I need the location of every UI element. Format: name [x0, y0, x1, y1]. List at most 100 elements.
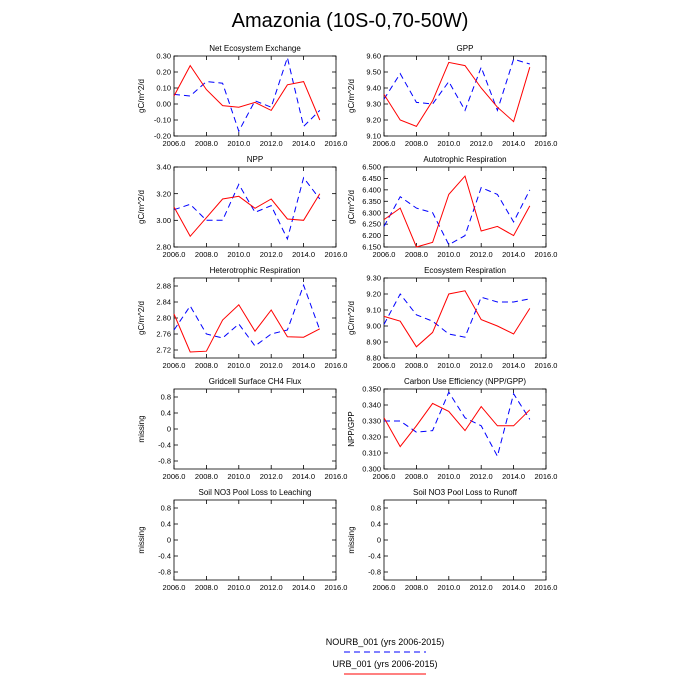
x-tick-label: 2010.0: [437, 139, 460, 148]
x-tick-label: 2016.0: [325, 583, 348, 592]
y-axis-label: missing: [347, 526, 356, 553]
x-tick-label: 2008.0: [405, 361, 428, 370]
x-tick-label: 2006.0: [163, 583, 186, 592]
x-tick-label: 2006.0: [163, 361, 186, 370]
y-tick-label: 6.250: [362, 220, 381, 229]
y-tick-label: 0.00: [156, 100, 171, 109]
panel-title: Soil NO3 Pool Loss to Leaching: [199, 488, 312, 497]
y-tick-label: -0.8: [158, 568, 171, 577]
series-line-nourb: [173, 176, 321, 241]
plot-frame: [383, 388, 547, 470]
y-tick-label: 9.30: [366, 100, 381, 109]
x-tick-label: 2010.0: [227, 250, 250, 259]
x-tick-label: 2016.0: [535, 361, 558, 370]
y-tick-label: 2.84: [156, 298, 171, 307]
y-tick-label: 6.400: [362, 185, 381, 194]
y-tick-label: 0.350: [362, 385, 381, 394]
y-tick-label: 9.00: [366, 322, 381, 331]
y-tick-label: 0: [167, 536, 171, 545]
plot-frame: [383, 499, 547, 581]
series-line-urb: [173, 64, 321, 121]
plot-frame: [173, 499, 337, 581]
y-tick-label: 2.88: [156, 282, 171, 291]
y-tick-label: 2.76: [156, 330, 171, 339]
x-tick-label: 2014.0: [292, 472, 315, 481]
y-tick-label: 0.4: [161, 409, 171, 418]
y-tick-label: 3.00: [156, 216, 171, 225]
y-tick-label: 2.80: [156, 243, 171, 252]
series-line-nourb: [383, 293, 530, 338]
y-tick-label: 2.80: [156, 314, 171, 323]
x-tick-label: 2010.0: [437, 361, 460, 370]
chart-panel-9: Soil NO3 Pool Loss to Runoff 2006.0 2008.0…: [347, 488, 557, 592]
y-tick-label: 8.90: [366, 338, 381, 347]
x-tick-label: 2008.0: [195, 583, 218, 592]
y-tick-label: 9.20: [366, 116, 381, 125]
panel-title: Autotrophic Respiration: [423, 155, 506, 164]
x-tick-label: 2008.0: [405, 472, 428, 481]
y-tick-label: -0.8: [158, 457, 171, 466]
panel-title: GPP: [457, 44, 474, 53]
series-line-urb: [173, 304, 321, 353]
y-tick-label: 9.40: [366, 84, 381, 93]
x-tick-label: 2010.0: [437, 250, 460, 259]
y-tick-label: 9.30: [366, 274, 381, 283]
plot-frame: [173, 277, 337, 359]
x-tick-label: 2016.0: [535, 583, 558, 592]
x-tick-label: 2008.0: [405, 583, 428, 592]
y-axis-label: gC/m^2/d: [347, 190, 356, 224]
series-line-nourb: [383, 186, 531, 246]
x-tick-label: 2012.0: [260, 472, 283, 481]
plot-frame: [383, 277, 547, 359]
y-axis-label: NPP/GPP: [347, 411, 356, 447]
figure-title: Amazonia (10S-0,70-50W): [232, 10, 469, 32]
x-tick-label: 2012.0: [470, 472, 493, 481]
legend-label-nourb: NOURB_001 (yrs 2006-2015): [326, 637, 445, 647]
chart-panel-4: Heterotrophic Respiration 2006.0 2008.0 201…: [137, 266, 347, 370]
panel-title: Heterotrophic Respiration: [210, 266, 301, 275]
x-tick-label: 2006.0: [373, 139, 396, 148]
panel-title: Soil NO3 Pool Loss to Runoff: [413, 488, 518, 497]
x-tick-label: 2016.0: [535, 139, 558, 148]
panel-title: Net Ecosystem Exchange: [209, 44, 301, 53]
x-tick-label: 2016.0: [325, 472, 348, 481]
y-axis-label: gC/m^2/d: [137, 301, 146, 335]
x-tick-label: 2014.0: [502, 583, 525, 592]
series-line-urb: [173, 193, 321, 238]
panel-title: Gridcell Surface CH4 Flux: [209, 377, 301, 386]
x-tick-label: 2016.0: [535, 472, 558, 481]
x-tick-label: 2006.0: [163, 472, 186, 481]
y-tick-label: 9.10: [366, 306, 381, 315]
panel-title: Ecosystem Respiration: [424, 266, 506, 275]
x-tick-label: 2016.0: [535, 250, 558, 259]
y-axis-label: missing: [137, 526, 146, 553]
x-tick-label: 2012.0: [470, 250, 493, 259]
y-tick-label: 6.300: [362, 208, 381, 217]
x-tick-label: 2014.0: [292, 361, 315, 370]
x-tick-label: 2014.0: [502, 472, 525, 481]
series-line-nourb: [383, 58, 530, 112]
y-tick-label: 9.60: [366, 52, 381, 61]
x-tick-label: 2008.0: [195, 250, 218, 259]
x-tick-label: 2016.0: [325, 139, 348, 148]
y-tick-label: 0: [377, 536, 381, 545]
series-line-nourb: [384, 391, 531, 458]
y-tick-label: 6.500: [362, 163, 381, 172]
y-tick-label: 9.50: [366, 68, 381, 77]
y-tick-label: 0.30: [156, 52, 171, 61]
plot-frame: [383, 55, 547, 137]
y-axis-label: gC/m^2/d: [347, 79, 356, 113]
x-tick-label: 2016.0: [325, 361, 348, 370]
x-tick-label: 2006.0: [163, 139, 186, 148]
y-tick-label: 0.8: [371, 504, 381, 513]
x-tick-label: 2006.0: [373, 583, 396, 592]
series-line-urb: [383, 61, 531, 128]
x-tick-label: 2012.0: [260, 139, 283, 148]
x-tick-label: 2014.0: [502, 250, 525, 259]
x-tick-label: 2008.0: [405, 139, 428, 148]
y-tick-label: -0.8: [368, 568, 381, 577]
x-tick-label: 2012.0: [470, 139, 493, 148]
y-tick-label: 0.8: [161, 504, 171, 513]
x-tick-label: 2014.0: [292, 250, 315, 259]
